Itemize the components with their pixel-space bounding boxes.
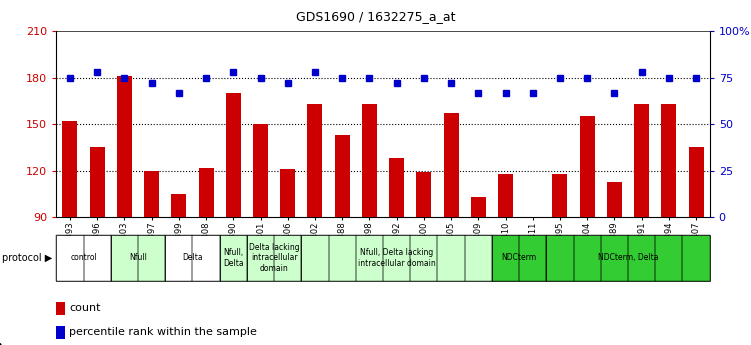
- Text: NDCterm: NDCterm: [502, 253, 537, 263]
- Bar: [111, 235, 165, 281]
- Bar: [171, 194, 186, 345]
- Bar: [280, 169, 295, 345]
- Bar: [416, 172, 431, 345]
- Bar: [601, 235, 628, 281]
- Bar: [662, 104, 677, 345]
- Bar: [471, 197, 486, 345]
- Bar: [383, 235, 410, 281]
- Bar: [165, 235, 192, 281]
- Bar: [492, 235, 519, 281]
- Bar: [328, 235, 356, 281]
- Bar: [683, 235, 710, 281]
- Bar: [219, 235, 247, 281]
- Text: control: control: [70, 253, 97, 263]
- Text: Delta lacking
intracellular
domain: Delta lacking intracellular domain: [249, 243, 300, 273]
- Bar: [410, 235, 437, 281]
- Bar: [356, 235, 383, 281]
- Text: percentile rank within the sample: percentile rank within the sample: [69, 327, 258, 337]
- Bar: [56, 235, 83, 281]
- Bar: [56, 302, 65, 315]
- Bar: [498, 174, 513, 345]
- Bar: [56, 235, 111, 281]
- Bar: [111, 235, 138, 281]
- Bar: [389, 158, 404, 345]
- Text: Nfull, Delta lacking
intracellular domain: Nfull, Delta lacking intracellular domai…: [357, 248, 436, 268]
- Bar: [492, 235, 547, 281]
- Text: Nfull: Nfull: [129, 253, 147, 263]
- Bar: [247, 235, 274, 281]
- Bar: [607, 182, 622, 345]
- Text: GDS1690 / 1632275_a_at: GDS1690 / 1632275_a_at: [296, 10, 455, 23]
- Bar: [247, 235, 301, 281]
- Bar: [301, 235, 492, 281]
- Bar: [444, 114, 459, 345]
- Bar: [574, 235, 601, 281]
- Bar: [519, 235, 546, 281]
- Bar: [192, 235, 219, 281]
- Bar: [198, 168, 213, 345]
- Bar: [89, 148, 104, 345]
- Bar: [655, 235, 683, 281]
- Bar: [301, 235, 328, 281]
- Text: protocol ▶: protocol ▶: [2, 253, 52, 263]
- Bar: [62, 121, 77, 345]
- Bar: [580, 117, 595, 345]
- Bar: [219, 235, 247, 281]
- Text: NDCterm, Delta: NDCterm, Delta: [598, 253, 659, 263]
- Bar: [307, 104, 322, 345]
- Text: Nfull,
Delta: Nfull, Delta: [223, 248, 243, 268]
- Bar: [553, 174, 568, 345]
- Bar: [226, 93, 241, 345]
- Text: count: count: [69, 303, 101, 313]
- Bar: [547, 235, 710, 281]
- Text: Delta: Delta: [182, 253, 203, 263]
- Bar: [437, 235, 465, 281]
- Bar: [56, 326, 65, 339]
- Bar: [253, 124, 268, 345]
- Bar: [138, 235, 165, 281]
- Bar: [165, 235, 219, 281]
- Bar: [634, 104, 649, 345]
- Bar: [689, 148, 704, 345]
- Bar: [117, 76, 132, 345]
- Bar: [362, 104, 377, 345]
- Bar: [144, 171, 159, 345]
- Bar: [465, 235, 492, 281]
- Bar: [628, 235, 655, 281]
- Bar: [274, 235, 301, 281]
- Bar: [547, 235, 574, 281]
- Bar: [83, 235, 111, 281]
- Bar: [525, 217, 540, 345]
- Bar: [335, 135, 350, 345]
